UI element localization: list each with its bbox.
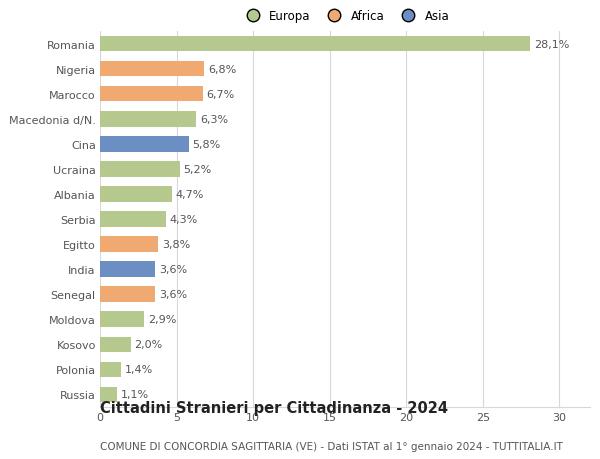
- Bar: [100, 387, 117, 403]
- Text: 4,3%: 4,3%: [170, 214, 198, 224]
- Bar: [100, 187, 172, 202]
- Bar: [100, 87, 203, 102]
- Text: 1,1%: 1,1%: [121, 390, 149, 400]
- Bar: [100, 37, 530, 52]
- Bar: [100, 112, 196, 127]
- Bar: [100, 287, 155, 302]
- Text: 6,7%: 6,7%: [206, 90, 235, 100]
- Bar: [100, 237, 158, 252]
- Bar: [100, 137, 189, 152]
- Bar: [100, 362, 121, 377]
- Text: 6,3%: 6,3%: [200, 114, 229, 124]
- Text: 28,1%: 28,1%: [534, 39, 569, 50]
- Bar: [100, 62, 204, 77]
- Bar: [100, 262, 155, 277]
- Text: 5,2%: 5,2%: [184, 164, 212, 174]
- Bar: [100, 312, 145, 327]
- Text: 3,6%: 3,6%: [159, 264, 187, 274]
- Legend: Europa, Africa, Asia: Europa, Africa, Asia: [241, 10, 449, 23]
- Text: COMUNE DI CONCORDIA SAGITTARIA (VE) - Dati ISTAT al 1° gennaio 2024 - TUTTITALIA: COMUNE DI CONCORDIA SAGITTARIA (VE) - Da…: [100, 441, 563, 451]
- Text: 6,8%: 6,8%: [208, 64, 236, 74]
- Text: 4,7%: 4,7%: [176, 190, 204, 200]
- Text: 2,9%: 2,9%: [148, 314, 176, 325]
- Text: 3,6%: 3,6%: [159, 290, 187, 300]
- Bar: [100, 162, 179, 177]
- Text: Cittadini Stranieri per Cittadinanza - 2024: Cittadini Stranieri per Cittadinanza - 2…: [100, 400, 448, 415]
- Bar: [100, 212, 166, 227]
- Text: 5,8%: 5,8%: [193, 140, 221, 150]
- Text: 1,4%: 1,4%: [125, 364, 154, 375]
- Bar: [100, 337, 131, 353]
- Text: 2,0%: 2,0%: [134, 340, 163, 350]
- Text: 3,8%: 3,8%: [162, 240, 190, 250]
